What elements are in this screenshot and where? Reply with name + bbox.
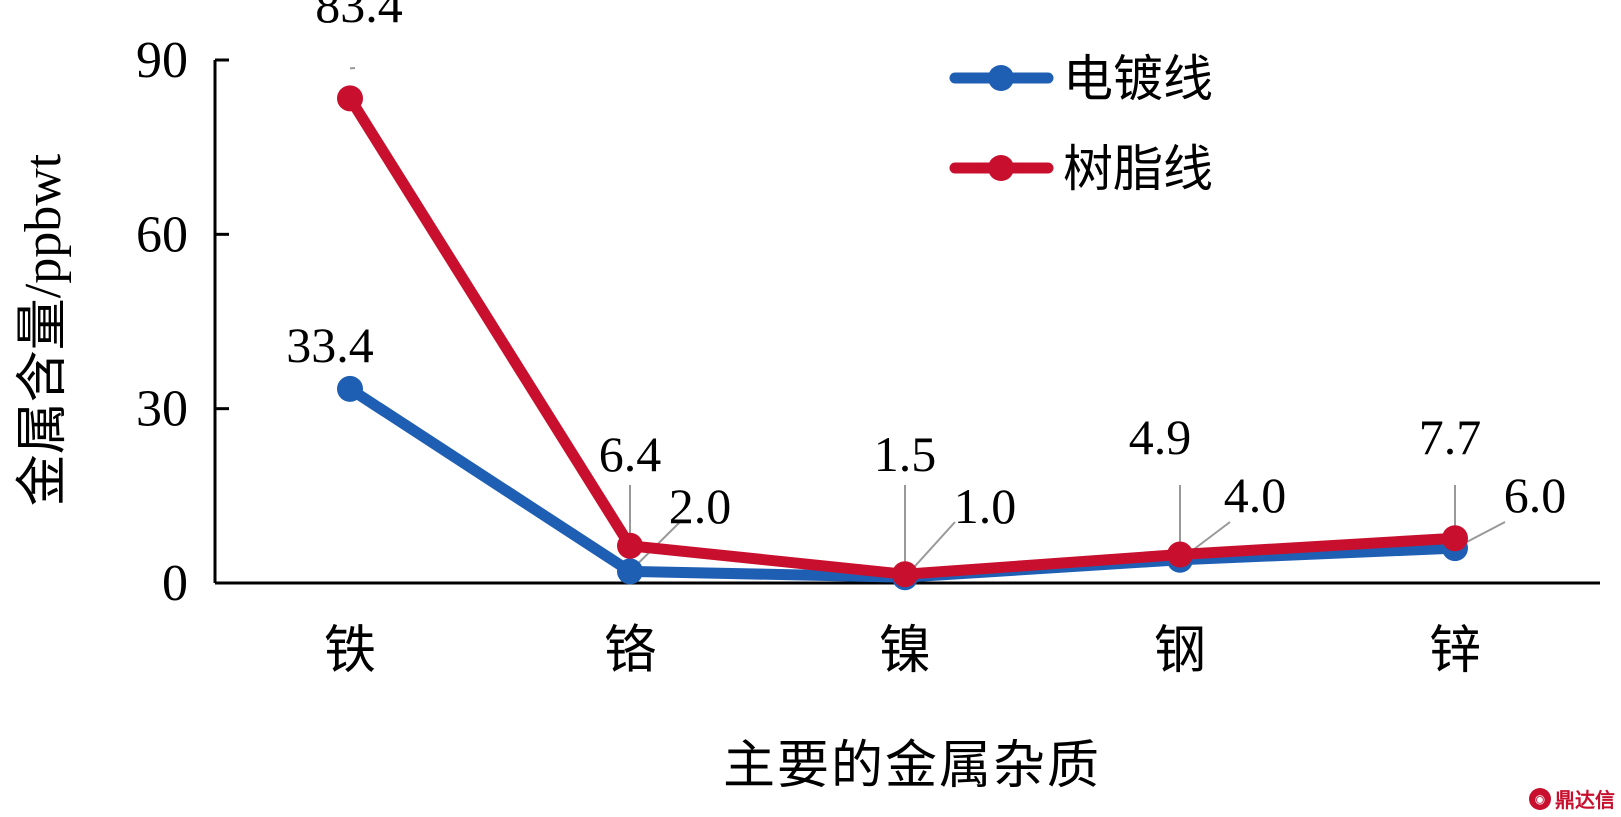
legend-marker [988, 65, 1014, 91]
x-tick-label: 镍 [879, 623, 931, 680]
x-tick-label: 钢 [1154, 623, 1206, 680]
y-tick-label: 60 [136, 206, 188, 263]
data-label: 83.4 [315, 0, 403, 33]
data-point [337, 375, 363, 402]
data-labels: 83.4 6.4 1.5 4.9 7.7 33.4 2.0 1.0 4.0 6.0 [286, 0, 1566, 534]
data-label: 4.9 [1129, 409, 1192, 465]
axes: 0 30 60 90 铁 铬 镍 钢 锌 [136, 32, 1600, 680]
legend-label: 电镀线 [1063, 51, 1213, 107]
data-point [617, 558, 643, 585]
data-label: 33.4 [286, 317, 374, 373]
data-label: 2.0 [669, 478, 732, 534]
y-tick-label: 90 [136, 32, 188, 89]
legend-label: 树脂线 [1063, 141, 1213, 197]
series-electroplating [337, 375, 1468, 591]
watermark-text: 鼎达信 [1555, 788, 1615, 812]
data-label: 1.5 [874, 426, 937, 482]
legend-marker [988, 155, 1014, 181]
data-point [1167, 541, 1193, 568]
x-axis-title: 主要的金属杂质 [723, 738, 1101, 795]
data-label: 1.0 [954, 478, 1017, 534]
data-point [337, 85, 363, 112]
y-axis-title: 金属含量/ppbwt [15, 153, 72, 506]
data-label: 6.4 [599, 426, 662, 482]
data-label: 7.7 [1419, 409, 1482, 465]
data-point [617, 532, 643, 559]
watermark: ◉ 鼎达信 [1529, 784, 1615, 813]
logo-icon: ◉ [1529, 787, 1551, 810]
x-tick-label: 锌 [1429, 623, 1481, 680]
series-layer [337, 85, 1468, 591]
x-tick-label: 铁 [324, 623, 376, 680]
x-tick-label: 铬 [604, 623, 656, 680]
y-tick-label: 0 [162, 555, 188, 612]
series-resin [337, 85, 1468, 588]
data-point [1442, 525, 1468, 552]
legend-item: 树脂线 [949, 141, 1213, 197]
data-label: 6.0 [1504, 467, 1567, 523]
data-point [892, 561, 918, 588]
legend-item: 电镀线 [949, 51, 1213, 107]
y-tick-label: 30 [136, 381, 188, 438]
data-label: 4.0 [1224, 467, 1287, 523]
